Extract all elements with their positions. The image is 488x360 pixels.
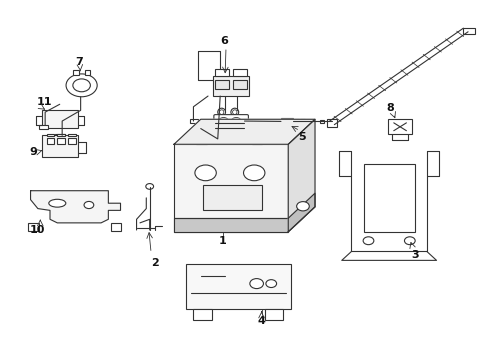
Polygon shape — [287, 119, 314, 232]
Bar — [253, 129, 260, 134]
Circle shape — [265, 280, 276, 288]
Bar — [251, 134, 262, 144]
Bar — [73, 69, 79, 75]
Bar — [264, 309, 283, 320]
Circle shape — [195, 165, 216, 181]
Bar — [46, 138, 54, 144]
Ellipse shape — [217, 108, 225, 116]
Bar — [196, 134, 206, 144]
Bar — [193, 309, 211, 320]
Bar — [68, 134, 76, 136]
Bar — [55, 134, 64, 140]
Ellipse shape — [219, 110, 224, 114]
Bar — [41, 110, 78, 128]
Bar — [189, 118, 198, 123]
Bar — [299, 119, 304, 124]
Bar — [300, 120, 304, 123]
Bar — [84, 69, 90, 75]
Bar — [215, 68, 228, 76]
Bar — [387, 118, 411, 134]
Bar — [462, 28, 474, 33]
Text: 11: 11 — [37, 97, 52, 107]
Bar — [174, 144, 287, 232]
Text: 4: 4 — [257, 316, 265, 326]
Circle shape — [249, 279, 263, 289]
Bar — [319, 120, 323, 123]
Ellipse shape — [230, 108, 238, 116]
Text: 9: 9 — [29, 147, 37, 157]
Circle shape — [84, 202, 94, 208]
Circle shape — [231, 117, 241, 125]
Bar — [28, 223, 39, 231]
Circle shape — [73, 79, 90, 92]
Ellipse shape — [232, 110, 237, 114]
Bar — [233, 80, 246, 89]
Polygon shape — [30, 191, 120, 223]
Circle shape — [363, 237, 373, 245]
Text: 5: 5 — [298, 132, 305, 142]
Bar — [41, 135, 78, 157]
Bar — [363, 164, 414, 232]
Bar — [215, 80, 228, 89]
Bar — [309, 120, 313, 123]
Bar — [68, 138, 76, 144]
Circle shape — [296, 202, 308, 211]
Bar — [198, 129, 204, 134]
Text: 6: 6 — [220, 36, 227, 46]
FancyBboxPatch shape — [213, 114, 248, 127]
Polygon shape — [174, 119, 314, 144]
Polygon shape — [287, 193, 314, 232]
Text: 8: 8 — [386, 103, 393, 113]
Circle shape — [218, 117, 228, 125]
Bar — [57, 134, 65, 136]
Ellipse shape — [49, 199, 66, 207]
Bar — [174, 218, 287, 232]
Text: 10: 10 — [30, 225, 45, 235]
Bar — [186, 264, 290, 309]
Circle shape — [145, 184, 153, 189]
Bar — [212, 76, 249, 96]
Bar — [326, 118, 336, 127]
Bar — [57, 138, 65, 144]
Text: 2: 2 — [151, 257, 159, 267]
Bar — [233, 68, 246, 76]
Bar — [46, 134, 54, 136]
Circle shape — [66, 74, 97, 97]
Bar — [203, 185, 261, 210]
Text: 3: 3 — [410, 249, 418, 260]
Bar — [111, 223, 121, 231]
Text: 7: 7 — [75, 58, 83, 67]
Circle shape — [404, 237, 414, 245]
Bar — [293, 119, 298, 124]
Bar — [39, 125, 47, 129]
Bar — [281, 118, 292, 125]
Text: 1: 1 — [218, 236, 226, 246]
Circle shape — [243, 165, 264, 181]
